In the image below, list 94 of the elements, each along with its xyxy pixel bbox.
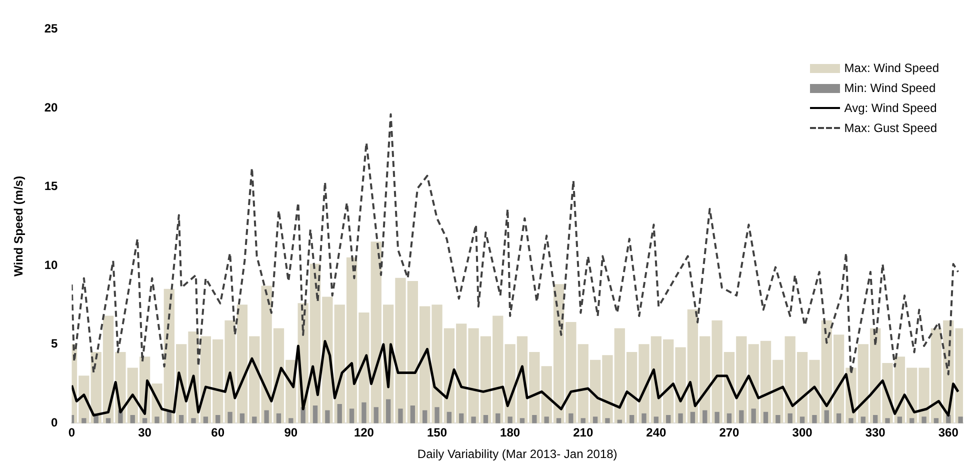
bar	[788, 413, 792, 424]
bar	[422, 410, 428, 424]
legend-label: Max: Wind Speed	[844, 61, 939, 75]
bar	[544, 416, 549, 424]
bar	[434, 407, 440, 424]
bar	[106, 418, 111, 424]
bar	[580, 418, 586, 424]
bar	[264, 410, 269, 424]
y-axis-title: Wind Speed (m/s)	[12, 176, 26, 276]
bar	[934, 418, 939, 424]
bar	[654, 416, 659, 424]
x-tick-label: 210	[573, 426, 594, 440]
bar	[508, 416, 512, 424]
bar	[910, 418, 914, 424]
bar	[958, 416, 963, 424]
bar	[240, 413, 245, 424]
x-tick-label: 330	[865, 426, 886, 440]
bar	[483, 414, 488, 424]
bar	[179, 414, 184, 424]
legend-label: Min: Wind Speed	[844, 81, 936, 95]
legend-label: Avg: Wind Speed	[844, 101, 937, 115]
x-axis-title: Daily Variability (Mar 2013- Jan 2018)	[417, 447, 618, 462]
bar	[690, 412, 696, 424]
bar	[82, 418, 86, 424]
y-tick-label: 25	[44, 22, 58, 36]
bar	[629, 414, 634, 424]
y-tick-label: 0	[51, 416, 58, 430]
bar	[922, 416, 926, 424]
bar	[203, 416, 208, 424]
bar	[252, 416, 257, 424]
x-tick-label: 120	[354, 426, 374, 440]
x-tick-label: 270	[719, 426, 740, 440]
bar	[471, 416, 476, 424]
x-tick-label: 60	[211, 426, 225, 440]
bar	[800, 416, 805, 424]
bar	[398, 408, 403, 424]
x-tick-label: 300	[792, 426, 813, 440]
bar	[885, 418, 890, 424]
bar	[496, 413, 500, 424]
bar	[410, 406, 415, 424]
x-tick-label: 150	[427, 426, 448, 440]
bar	[605, 418, 610, 424]
bar	[714, 412, 720, 424]
bar	[216, 414, 220, 424]
bar	[362, 402, 366, 424]
bar	[592, 416, 598, 424]
bar	[325, 410, 330, 424]
bar	[751, 408, 756, 424]
bar	[446, 412, 452, 424]
bar	[763, 412, 768, 424]
bar	[836, 413, 842, 424]
bar	[812, 414, 817, 424]
bar	[860, 416, 866, 424]
bar	[191, 418, 196, 424]
y-tick-label: 10	[44, 258, 58, 272]
bar	[374, 407, 378, 424]
bar	[617, 420, 622, 424]
x-tick-label: 30	[138, 426, 152, 440]
bar	[312, 406, 318, 424]
bar	[678, 413, 683, 424]
bar	[276, 413, 282, 424]
bar	[349, 408, 354, 424]
bar	[459, 413, 464, 424]
x-tick-label: 90	[284, 426, 298, 440]
bar	[568, 413, 574, 424]
legend-label: Max: Gust Speed	[844, 121, 937, 135]
bar	[848, 418, 854, 424]
bar	[130, 414, 135, 424]
bar	[288, 418, 294, 424]
bar	[154, 416, 160, 424]
bar	[726, 413, 732, 424]
bar	[337, 404, 342, 424]
line-series	[72, 113, 960, 376]
bar	[520, 418, 525, 424]
bar	[386, 399, 391, 424]
x-tick-label: 0	[68, 426, 76, 440]
bar	[873, 414, 878, 424]
bar	[642, 413, 646, 424]
bar	[702, 410, 708, 424]
y-tick-label: 20	[44, 100, 58, 114]
bar	[556, 418, 562, 424]
bar	[739, 410, 744, 424]
bar	[776, 414, 780, 424]
y-tick-label: 5	[51, 336, 58, 351]
bar	[532, 414, 537, 424]
bar	[142, 418, 148, 424]
bar	[824, 410, 829, 424]
y-tick-label: 15	[44, 179, 58, 194]
x-tick-label: 360	[938, 426, 959, 440]
x-tick-label: 240	[646, 426, 667, 440]
bar	[897, 416, 902, 424]
bar	[228, 412, 232, 424]
bar	[666, 414, 671, 424]
x-tick-label: 180	[500, 426, 520, 440]
